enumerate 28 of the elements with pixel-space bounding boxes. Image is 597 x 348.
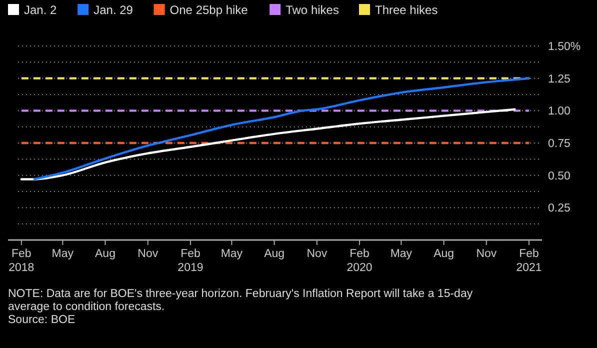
y-tick-label: 1.50% <box>548 41 581 53</box>
legend-label: Three hikes <box>375 3 438 17</box>
x-tick-label: May <box>220 248 243 260</box>
legend-label: Two hikes <box>286 3 339 17</box>
legend-label: Jan. 29 <box>94 3 134 17</box>
y-tick-label: 0.25 <box>548 202 570 215</box>
legend-label: One 25bp hike <box>170 3 248 17</box>
x-tick-label: May <box>52 248 74 260</box>
x-tick-label: Feb 2021 <box>516 248 542 274</box>
y-tick-label: 1.00 <box>548 106 570 118</box>
x-tick-label: Aug <box>95 248 116 260</box>
x-tick-label: Nov <box>476 248 497 260</box>
x-tick-label: Feb 2019 <box>178 248 204 274</box>
x-tick-label: Aug <box>264 248 285 260</box>
x-tick-label: May <box>390 248 412 260</box>
text: NOTE: Data are for BOE's three-year horizon. February's Inflation Report will take a 15-day average to condition forecasts. <box>8 288 473 313</box>
line-series <box>20 108 516 180</box>
y-tick-label: 1.25 <box>548 73 570 86</box>
legend-label: Jan. 2 <box>24 3 58 17</box>
source-note: Source: BOE <box>8 314 76 326</box>
x-tick-label: Nov <box>306 248 328 260</box>
line-series <box>33 77 530 180</box>
y-tick-label: 0.75 <box>548 138 570 150</box>
y-tick-label: 0.50 <box>548 170 570 182</box>
x-tick-label: Nov <box>138 248 158 260</box>
x-tick-label: Aug <box>434 248 454 260</box>
x-tick-label: Feb 2020 <box>346 248 372 274</box>
x-tick-label: Feb 2018 <box>8 248 34 274</box>
